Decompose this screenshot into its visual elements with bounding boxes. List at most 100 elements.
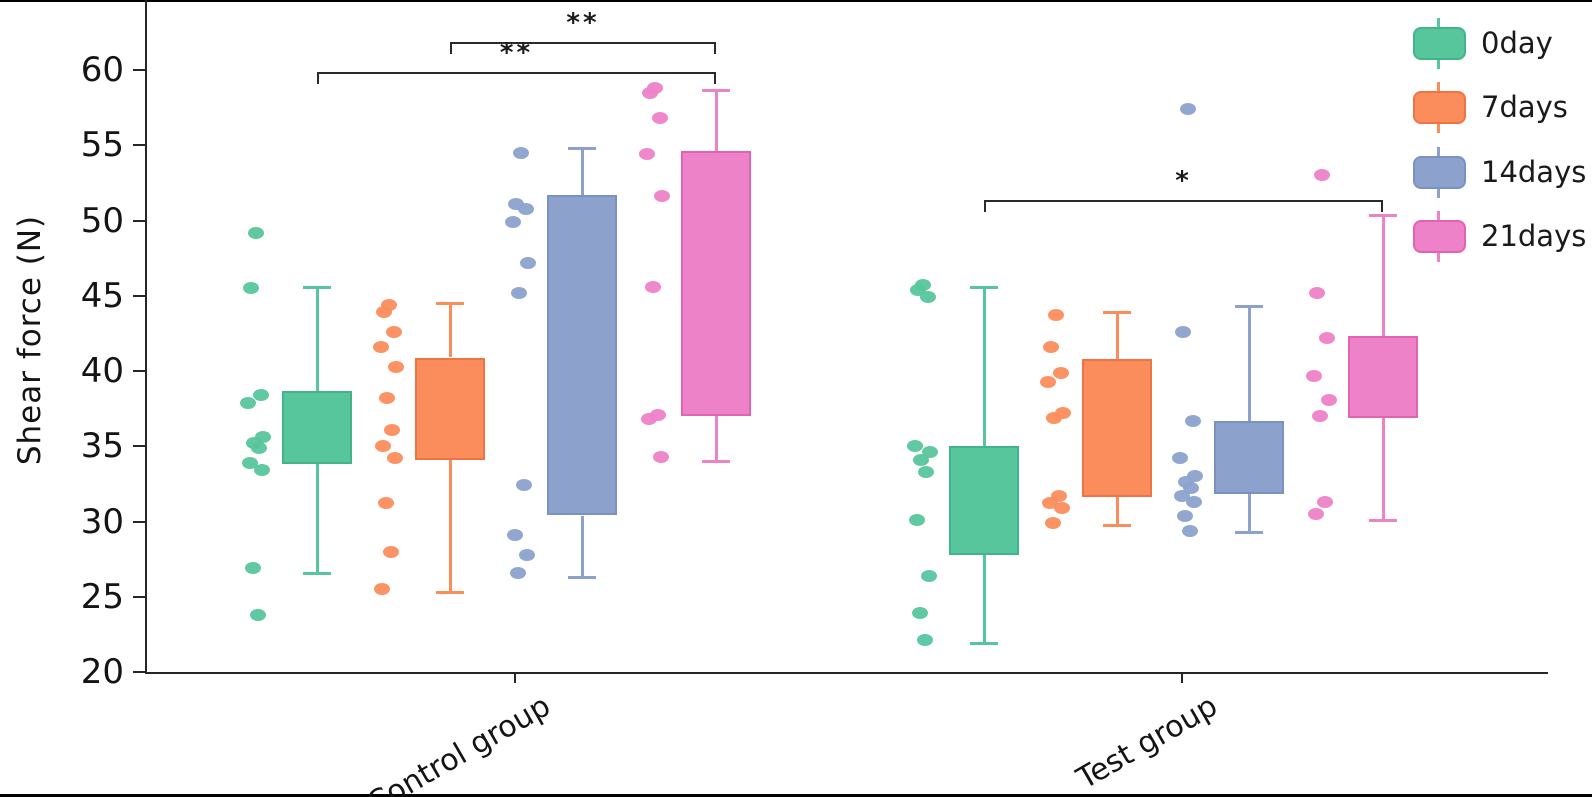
scatter-point-test-group-0day [920,291,936,304]
figure-top-border [0,0,1592,2]
significance-bracket-2 [317,72,716,84]
whisker-lower-control-group-0day [315,464,319,573]
whisker-upper-control-group-21days [714,89,718,152]
scatter-point-test-group-21days [1319,331,1335,344]
scatter-point-test-group-7days [1048,309,1064,322]
whisker-lower-control-group-7days [448,459,452,593]
whisker-cap-bottom-control-group-7days [436,591,464,595]
y-tick [133,445,145,448]
scatter-point-test-group-14days [1175,325,1191,338]
scatter-point-test-group-21days [1314,169,1330,182]
figure-bottom-border [0,794,1592,797]
scatter-point-test-group-21days [1308,508,1324,520]
significance-bracket-1 [450,42,716,54]
box-test-group-14days [1214,420,1284,495]
scatter-point-test-group-21days [1309,286,1325,299]
scatter-point-test-group-7days [1043,340,1059,353]
scatter-point-control-group-14days [518,202,534,215]
significance-label-2: ** [499,38,534,68]
legend-label-0day: 0day [1481,26,1553,60]
y-tick-label: 50 [80,200,124,241]
whisker-cap-bottom-control-group-14days [568,576,596,580]
scatter-point-control-group-21days [645,280,661,293]
scatter-point-control-group-0day [240,396,256,409]
whisker-lower-test-group-14days [1247,494,1251,532]
whisker-lower-test-group-21days [1381,417,1385,520]
scatter-point-test-group-21days [1312,410,1328,423]
scatter-point-test-group-21days [1306,369,1322,382]
box-control-group-14days [547,194,617,516]
y-axis-spine [145,0,147,674]
whisker-cap-bottom-test-group-0day [970,642,998,646]
scatter-point-control-group-21days [653,450,669,463]
scatter-point-control-group-7days [384,423,400,436]
box-test-group-21days [1348,336,1418,418]
scatter-point-test-group-14days [1177,509,1193,522]
scatter-point-test-group-14days [1180,103,1196,116]
whisker-lower-control-group-21days [714,416,718,462]
scatter-point-test-group-14days [1182,524,1198,537]
scatter-point-control-group-0day [254,464,270,477]
scatter-point-test-group-21days [1317,495,1333,508]
whisker-upper-control-group-0day [315,286,319,391]
whisker-cap-top-test-group-21days [1369,213,1397,217]
significance-label-3: * [1175,166,1192,196]
legend-label-21days: 21days [1481,218,1587,253]
scatter-point-control-group-0day [248,226,264,239]
scatter-point-control-group-7days [374,583,390,596]
scatter-point-control-group-14days [516,479,532,492]
x-tick [1181,672,1183,683]
scatter-point-control-group-7days [383,545,399,558]
scatter-point-control-group-7days [386,325,402,338]
y-tick-label: 60 [80,50,124,90]
whisker-cap-top-test-group-0day [970,285,998,289]
scatter-point-control-group-0day [250,608,266,621]
whisker-cap-bottom-test-group-14days [1235,531,1263,534]
scatter-point-test-group-0day [921,569,937,582]
scatter-point-test-group-21days [1321,393,1337,406]
whisker-cap-top-control-group-7days [436,302,464,306]
scatter-point-test-group-14days [1186,495,1202,508]
scatter-point-control-group-14days [507,529,523,541]
scatter-point-test-group-0day [912,607,928,620]
scatter-point-control-group-0day [243,282,259,295]
scatter-point-control-group-7days [379,392,395,405]
scatter-point-control-group-21days [652,112,668,125]
scatter-point-test-group-14days [1185,414,1201,427]
box-test-group-7days [1082,359,1152,498]
scatter-point-test-group-14days [1172,452,1188,465]
scatter-point-test-group-0day [907,440,923,453]
y-tick [133,294,145,297]
whisker-cap-bottom-test-group-7days [1103,523,1131,527]
scatter-point-control-group-0day [242,456,258,469]
y-tick-label: 55 [80,125,124,166]
scatter-point-control-group-21days [639,148,655,161]
scatter-point-control-group-0day [245,562,261,575]
y-tick [133,520,145,523]
y-tick-label: 20 [80,652,124,692]
y-tick [133,219,145,222]
whisker-upper-test-group-14days [1247,306,1251,421]
scatter-point-test-group-0day [909,514,925,526]
y-tick [133,370,145,372]
scatter-point-test-group-0day [913,453,929,466]
y-tick-label: 25 [80,576,124,617]
scatter-point-test-group-7days [1045,517,1061,529]
whisker-upper-control-group-14days [580,148,584,195]
legend-swatch-14days [1413,155,1466,189]
significance-label-1: ** [566,8,600,38]
scatter-point-control-group-7days [378,497,394,510]
whisker-cap-top-control-group-0day [303,285,331,289]
scatter-point-test-group-7days [1046,411,1062,424]
scatter-point-control-group-0day [251,441,267,454]
whisker-lower-control-group-14days [580,515,584,578]
y-tick [133,595,145,598]
x-axis-spine [145,672,1548,674]
legend-swatch-0day [1413,27,1466,60]
scatter-point-test-group-7days [1053,366,1069,379]
x-tick-label-control-group: Control group [361,688,557,797]
scatter-point-control-group-14days [505,216,521,228]
x-tick [514,672,516,683]
whisker-upper-test-group-21days [1381,214,1385,337]
